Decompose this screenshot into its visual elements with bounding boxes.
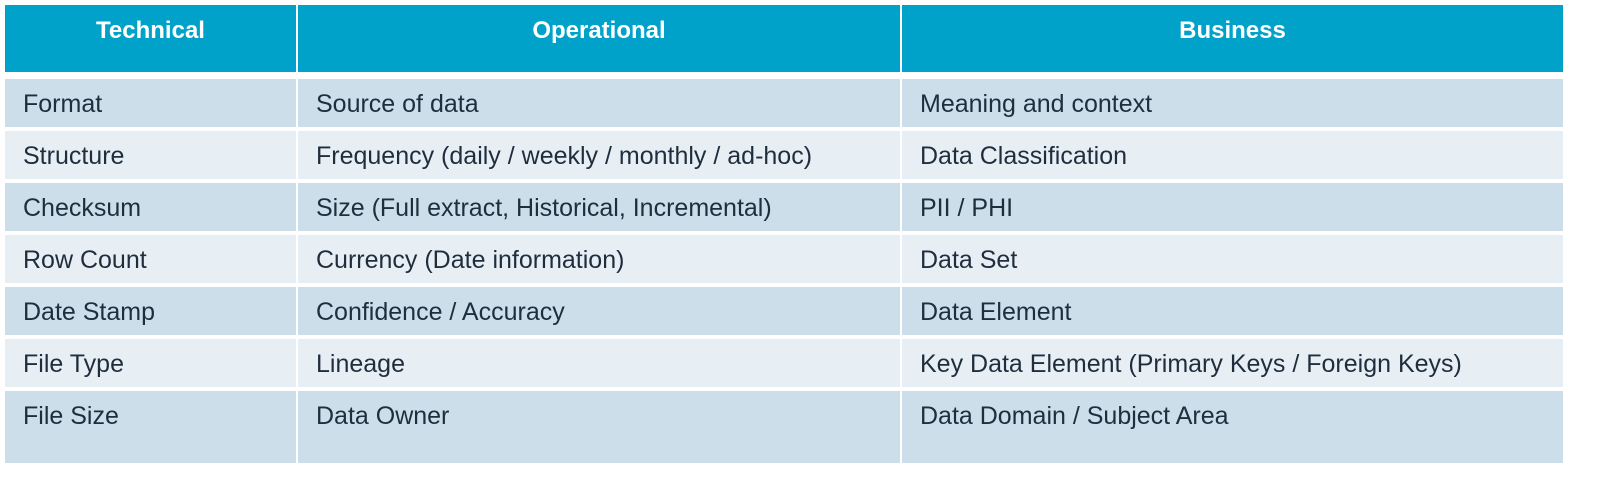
body-text: PII / PHI xyxy=(920,194,1014,222)
header-text: Technical xyxy=(96,17,205,44)
body-cell: Data Domain / Subject Area xyxy=(902,391,1563,463)
body-text: Source of data xyxy=(316,90,479,118)
body-text: Size (Full extract, Historical, Incremen… xyxy=(316,194,772,222)
body-text: Meaning and context xyxy=(920,90,1153,118)
body-cell: File Size xyxy=(5,391,296,463)
header-text: Business xyxy=(1179,17,1286,44)
body-text: Date Stamp xyxy=(23,298,156,326)
header-cell: Technical xyxy=(5,5,296,72)
body-cell: Meaning and context xyxy=(902,79,1563,127)
body-text: Data Set xyxy=(920,246,1018,274)
body-text: Data Element xyxy=(920,298,1072,326)
body-text: Frequency (daily / weekly / monthly / ad… xyxy=(316,142,813,170)
body-cell: Data Owner xyxy=(298,391,900,463)
body-text: Key Data Element (Primary Keys / Foreign… xyxy=(920,350,1462,378)
body-cell: Size (Full extract, Historical, Incremen… xyxy=(298,183,900,231)
body-text: Data Classification xyxy=(920,142,1128,170)
body-text: Checksum xyxy=(23,194,142,222)
body-text: File Type xyxy=(23,350,124,378)
header-text: Operational xyxy=(532,17,666,44)
body-text: Format xyxy=(23,90,103,118)
body-cell: Data Classification xyxy=(902,131,1563,179)
body-cell: Structure xyxy=(5,131,296,179)
body-cell: PII / PHI xyxy=(902,183,1563,231)
body-cell: Confidence / Accuracy xyxy=(298,287,900,335)
body-cell: File Type xyxy=(5,339,296,387)
body-cell: Lineage xyxy=(298,339,900,387)
body-text: File Size xyxy=(23,402,119,430)
body-cell: Key Data Element (Primary Keys / Foreign… xyxy=(902,339,1563,387)
body-text: Lineage xyxy=(316,350,405,378)
body-cell: Data Element xyxy=(902,287,1563,335)
body-text: Data Owner xyxy=(316,402,450,430)
body-cell: Currency (Date information) xyxy=(298,235,900,283)
body-cell: Row Count xyxy=(5,235,296,283)
body-text: Row Count xyxy=(23,246,147,274)
body-cell: Format xyxy=(5,79,296,127)
body-text: Data Domain / Subject Area xyxy=(920,402,1229,430)
header-cell: Business xyxy=(902,5,1563,72)
body-cell: Data Set xyxy=(902,235,1563,283)
body-cell: Source of data xyxy=(298,79,900,127)
body-text: Confidence / Accuracy xyxy=(316,298,565,326)
body-cell: Frequency (daily / weekly / monthly / ad… xyxy=(298,131,900,179)
body-cell: Checksum xyxy=(5,183,296,231)
header-cell: Operational xyxy=(298,5,900,72)
body-text: Structure xyxy=(23,142,125,170)
body-cell: Date Stamp xyxy=(5,287,296,335)
body-text: Currency (Date information) xyxy=(316,246,625,274)
